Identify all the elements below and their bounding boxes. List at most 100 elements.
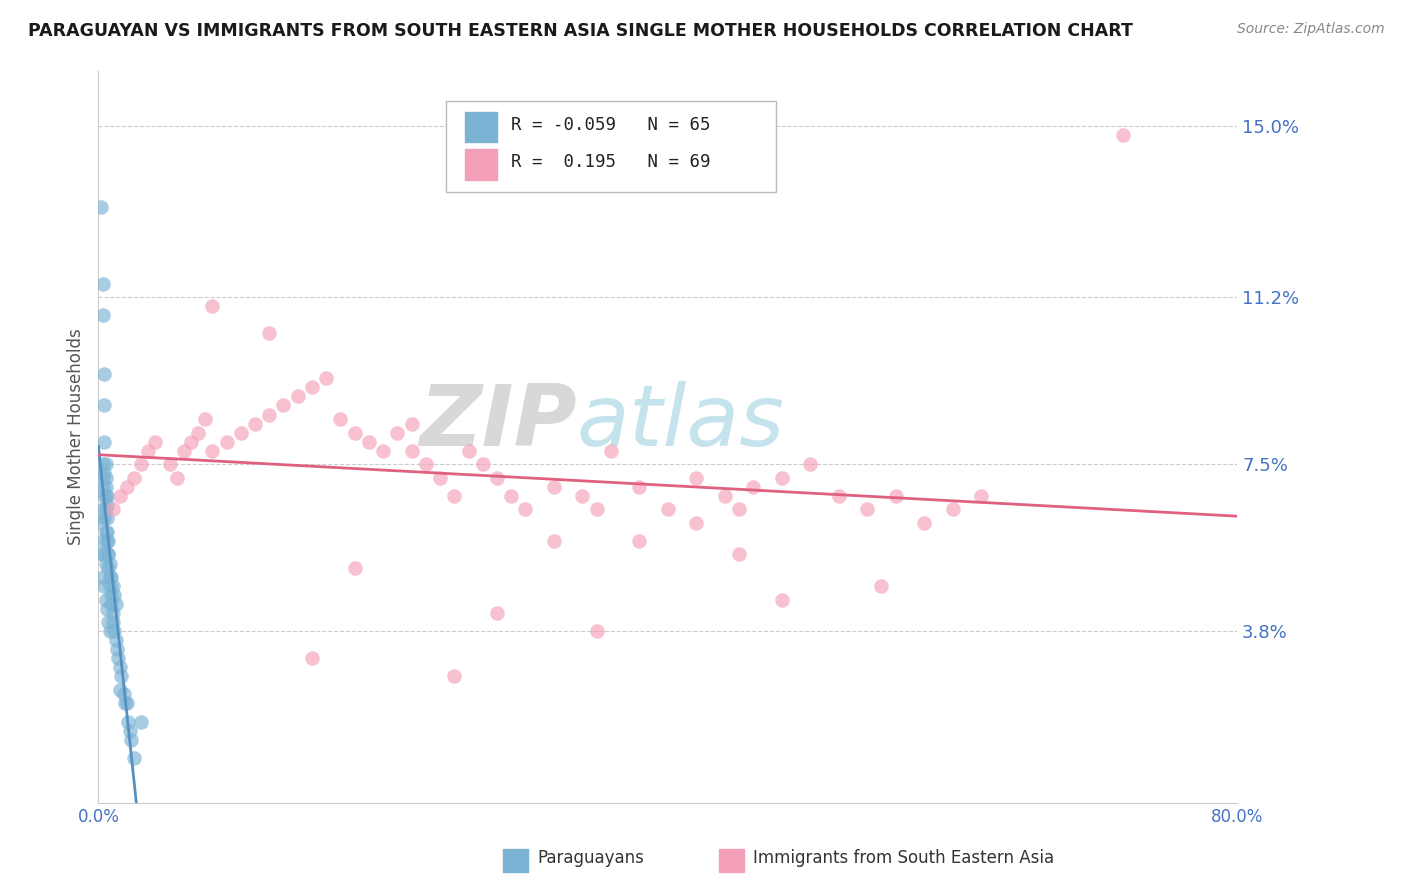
- Point: [115, 480, 138, 494]
- Point: [942, 502, 965, 516]
- Point: [93, 511, 115, 525]
- Point: [657, 502, 679, 516]
- Text: R =  0.195   N = 69: R = 0.195 N = 69: [510, 153, 710, 171]
- Point: [373, 443, 395, 458]
- Point: [343, 561, 366, 575]
- Point: [201, 443, 224, 458]
- Point: [585, 624, 607, 639]
- Text: Source: ZipAtlas.com: Source: ZipAtlas.com: [1237, 22, 1385, 37]
- Point: [96, 601, 118, 615]
- Point: [159, 457, 181, 471]
- Point: [685, 471, 707, 485]
- Point: [100, 597, 122, 611]
- Point: [93, 548, 115, 562]
- Point: [101, 615, 124, 630]
- Point: [243, 417, 266, 431]
- Point: [97, 615, 120, 630]
- Point: [970, 489, 993, 503]
- Point: [770, 471, 793, 485]
- Point: [108, 682, 131, 697]
- Point: [543, 533, 565, 548]
- Point: [870, 579, 893, 593]
- Point: [387, 425, 409, 440]
- Point: [136, 443, 159, 458]
- Point: [94, 471, 117, 485]
- Point: [728, 548, 751, 562]
- Point: [94, 592, 117, 607]
- Point: [108, 489, 131, 503]
- Point: [180, 434, 202, 449]
- Point: [96, 524, 118, 539]
- Point: [122, 471, 145, 485]
- Point: [287, 389, 309, 403]
- Point: [94, 489, 117, 503]
- Point: [770, 592, 793, 607]
- Point: [515, 502, 537, 516]
- Point: [129, 714, 152, 729]
- Text: Paraguayans: Paraguayans: [537, 848, 644, 867]
- Point: [443, 489, 465, 503]
- Point: [415, 457, 437, 471]
- Point: [117, 714, 139, 729]
- Point: [201, 299, 224, 313]
- Point: [91, 533, 114, 548]
- Point: [93, 466, 115, 480]
- Point: [166, 471, 188, 485]
- Point: [98, 579, 121, 593]
- Point: [94, 524, 117, 539]
- Point: [91, 471, 114, 485]
- Point: [600, 443, 623, 458]
- Point: [105, 642, 128, 657]
- Point: [912, 516, 935, 530]
- Point: [118, 723, 141, 738]
- Point: [259, 326, 281, 341]
- Point: [571, 489, 593, 503]
- Point: [329, 412, 352, 426]
- Point: [401, 417, 423, 431]
- Point: [714, 489, 737, 503]
- Text: R = -0.059   N = 65: R = -0.059 N = 65: [510, 117, 710, 135]
- Point: [343, 425, 366, 440]
- Point: [443, 669, 465, 683]
- Point: [114, 697, 136, 711]
- Point: [110, 669, 132, 683]
- Point: [98, 557, 121, 571]
- Point: [486, 471, 509, 485]
- Point: [187, 425, 209, 440]
- Point: [96, 498, 118, 512]
- Point: [742, 480, 765, 494]
- Point: [94, 480, 117, 494]
- Point: [103, 624, 125, 639]
- Point: [93, 367, 115, 381]
- Point: [97, 561, 120, 575]
- Point: [94, 457, 117, 471]
- Text: PARAGUAYAN VS IMMIGRANTS FROM SOUTH EASTERN ASIA SINGLE MOTHER HOUSEHOLDS CORREL: PARAGUAYAN VS IMMIGRANTS FROM SOUTH EAST…: [28, 22, 1133, 40]
- Text: Immigrants from South Eastern Asia: Immigrants from South Eastern Asia: [754, 848, 1054, 867]
- Point: [173, 443, 195, 458]
- Point: [357, 434, 380, 449]
- Point: [90, 548, 112, 562]
- Point: [112, 688, 135, 702]
- Point: [301, 380, 323, 394]
- Point: [97, 548, 120, 562]
- Point: [129, 457, 152, 471]
- FancyBboxPatch shape: [446, 101, 776, 192]
- Point: [628, 533, 651, 548]
- Point: [501, 489, 523, 503]
- Point: [103, 588, 125, 602]
- Point: [96, 533, 118, 548]
- Point: [486, 606, 509, 620]
- Point: [301, 651, 323, 665]
- Point: [401, 443, 423, 458]
- Point: [884, 489, 907, 503]
- Point: [91, 502, 114, 516]
- Point: [93, 579, 115, 593]
- Point: [194, 412, 217, 426]
- Point: [273, 399, 295, 413]
- Point: [93, 434, 115, 449]
- Point: [543, 480, 565, 494]
- Point: [100, 588, 122, 602]
- Point: [120, 732, 142, 747]
- Point: [101, 579, 124, 593]
- Point: [229, 425, 252, 440]
